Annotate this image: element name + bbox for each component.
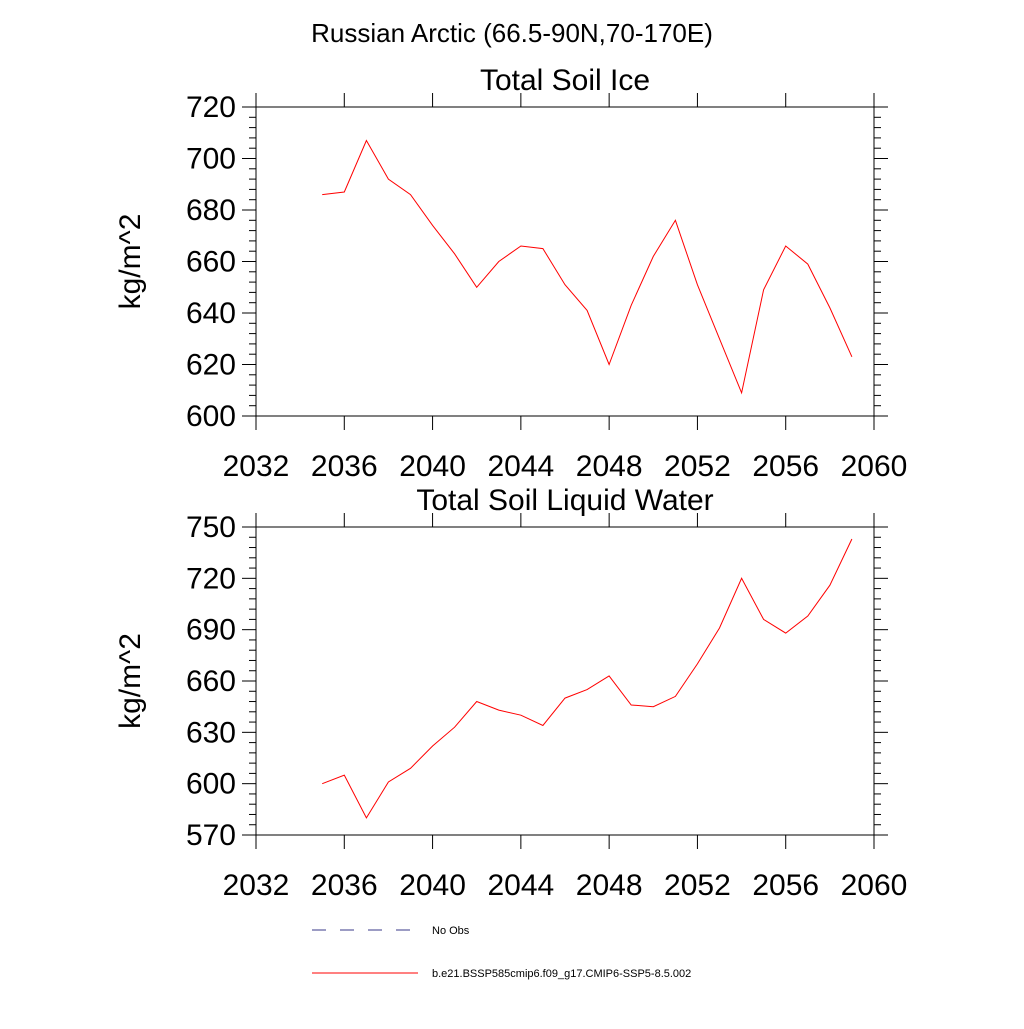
x-tick-label: 2048 xyxy=(576,450,643,483)
panel-title: Total Soil Ice xyxy=(480,64,650,97)
y-tick-label: 750 xyxy=(186,511,236,544)
y-tick-label: 600 xyxy=(186,400,236,433)
x-tick-label: 2056 xyxy=(752,450,819,483)
figure-title: Russian Arctic (66.5-90N,70-170E) xyxy=(311,18,713,48)
panel-total-soil-liquid-water: Total Soil Liquid Water 2032 2036 2040 2044 2… xyxy=(114,484,907,902)
panel-title: Total Soil Liquid Water xyxy=(416,484,713,517)
x-tick-label: 2060 xyxy=(841,450,908,483)
panel-total-soil-ice: Total Soil Ice 2032 2036 2040 2044 2048 2052 20… xyxy=(114,64,907,483)
plot-frame xyxy=(255,106,875,417)
x-tick-label: 2044 xyxy=(487,450,554,483)
y-axis-label: kg/m^2 xyxy=(114,633,147,729)
x-tick-label: 2044 xyxy=(487,869,554,902)
legend-label-model-run: b.e21.BSSP585cmip6.f09_g17.CMIP6-SSP5-8.… xyxy=(432,968,691,980)
y-tick-label: 620 xyxy=(186,349,236,382)
x-tick-label: 2048 xyxy=(576,869,643,902)
y-tick-label: 720 xyxy=(186,91,236,124)
x-tick-label: 2052 xyxy=(664,869,731,902)
y-tick-label: 600 xyxy=(186,768,236,801)
y-tick-label: 630 xyxy=(186,716,236,749)
x-tick-label: 2056 xyxy=(752,869,819,902)
y-tick-label: 690 xyxy=(186,614,236,647)
x-tick-label: 2052 xyxy=(664,450,731,483)
y-tick-label: 720 xyxy=(186,562,236,595)
y-tick-label: 640 xyxy=(186,297,236,330)
x-tick-label: 2060 xyxy=(841,869,908,902)
x-tick-label: 2036 xyxy=(311,450,378,483)
x-tick-label: 2040 xyxy=(399,450,466,483)
series-line xyxy=(322,538,853,819)
legend: No Obs b.e21.BSSP585cmip6.f09_g17.CMIP6-… xyxy=(312,925,691,980)
y-tick-label: 570 xyxy=(186,819,236,852)
x-tick-label: 2032 xyxy=(223,450,290,483)
y-tick-label: 680 xyxy=(186,194,236,227)
x-tick-label: 2032 xyxy=(223,869,290,902)
x-tick-label: 2036 xyxy=(311,869,378,902)
x-tick-label: 2040 xyxy=(399,869,466,902)
y-axis-label: kg/m^2 xyxy=(114,214,147,310)
series-line xyxy=(322,139,853,395)
plot-frame xyxy=(255,526,875,836)
y-tick-label: 700 xyxy=(186,143,236,176)
y-tick-label: 660 xyxy=(186,665,236,698)
legend-label-no-obs: No Obs xyxy=(432,925,470,937)
y-tick-label: 660 xyxy=(186,246,236,279)
